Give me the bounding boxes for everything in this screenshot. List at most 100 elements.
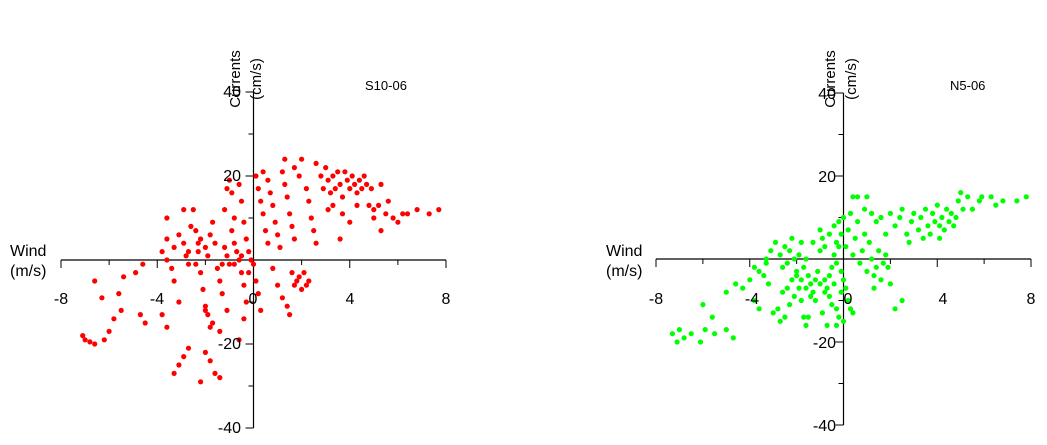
data-point xyxy=(819,310,826,316)
data-point xyxy=(892,223,898,229)
data-point xyxy=(946,219,952,225)
data-point xyxy=(960,206,966,212)
data-point xyxy=(352,181,358,187)
x-tick-label: -4 xyxy=(150,291,164,308)
data-point xyxy=(210,320,216,326)
data-point xyxy=(137,312,143,318)
data-point xyxy=(805,273,811,279)
y-tick-label: -20 xyxy=(813,335,836,352)
data-point xyxy=(829,302,835,308)
data-point xyxy=(272,219,278,225)
data-point xyxy=(812,277,819,283)
data-point xyxy=(361,173,367,179)
data-point xyxy=(941,227,947,233)
data-point xyxy=(787,248,793,254)
data-point xyxy=(897,214,903,221)
data-point xyxy=(181,207,187,213)
data-point xyxy=(688,331,694,337)
data-point xyxy=(246,270,252,276)
data-point xyxy=(796,285,802,291)
data-point xyxy=(212,240,218,246)
data-point xyxy=(988,194,994,200)
data-point xyxy=(291,236,297,242)
data-point xyxy=(730,335,736,341)
data-point xyxy=(937,235,943,241)
data-point xyxy=(229,190,235,196)
data-point xyxy=(887,210,894,216)
data-point xyxy=(850,252,856,258)
data-point xyxy=(224,186,230,192)
data-point xyxy=(185,249,192,255)
data-point xyxy=(229,228,235,234)
x-tick-label: -4 xyxy=(745,291,759,308)
data-point xyxy=(262,228,269,234)
data-point xyxy=(193,261,199,267)
scatter-chart-s10-06: Currents (cm/s) Wind (m/s) S10-06 -8 -4 … xyxy=(10,50,451,437)
data-point xyxy=(181,240,187,246)
data-point xyxy=(833,239,840,245)
data-point xyxy=(198,236,204,242)
data-point xyxy=(847,306,854,312)
data-point xyxy=(784,285,790,291)
data-point xyxy=(106,328,112,334)
data-point xyxy=(171,278,177,284)
data-point xyxy=(817,281,823,287)
data-point xyxy=(937,223,943,229)
data-point xyxy=(198,270,204,276)
data-point xyxy=(265,177,271,183)
data-point xyxy=(979,194,985,200)
data-point xyxy=(869,256,875,262)
data-point xyxy=(920,235,926,241)
data-point xyxy=(918,214,924,221)
data-point xyxy=(366,202,372,208)
y-tick-label: -40 xyxy=(218,420,241,437)
data-point xyxy=(92,341,98,347)
data-points xyxy=(80,156,442,385)
data-point xyxy=(303,282,309,288)
data-point xyxy=(414,207,420,213)
data-point xyxy=(202,349,208,355)
data-point xyxy=(789,235,795,241)
data-point xyxy=(862,206,868,212)
data-point xyxy=(347,186,353,192)
data-point xyxy=(819,235,826,241)
data-point xyxy=(219,291,225,297)
data-point xyxy=(299,156,305,162)
data-point xyxy=(339,211,346,217)
data-point xyxy=(871,273,877,279)
data-point xyxy=(368,186,374,192)
data-point xyxy=(284,303,290,309)
data-point xyxy=(236,337,242,343)
data-point xyxy=(236,257,242,263)
data-point xyxy=(335,169,341,175)
data-point xyxy=(210,219,216,225)
data-point xyxy=(801,264,807,270)
data-point xyxy=(857,260,863,266)
data-point xyxy=(356,177,362,183)
data-point xyxy=(953,214,959,221)
data-point xyxy=(1000,198,1006,204)
data-point xyxy=(740,285,746,291)
data-point xyxy=(925,223,931,229)
data-point xyxy=(761,273,767,279)
data-point xyxy=(777,318,783,324)
data-point xyxy=(255,186,261,192)
data-point xyxy=(993,202,999,208)
data-point xyxy=(836,244,842,250)
data-point xyxy=(747,277,753,283)
data-point xyxy=(855,219,861,225)
data-point xyxy=(371,215,377,221)
data-point xyxy=(885,264,891,270)
data-point xyxy=(932,219,938,225)
data-point xyxy=(248,257,254,263)
data-point xyxy=(207,358,213,364)
data-point xyxy=(231,240,237,246)
data-point xyxy=(241,316,247,322)
data-point xyxy=(843,285,849,291)
data-point xyxy=(270,265,276,271)
data-point xyxy=(217,328,223,334)
data-point xyxy=(159,249,165,255)
data-point xyxy=(930,210,936,216)
data-point xyxy=(756,306,762,312)
data-point xyxy=(185,345,192,351)
